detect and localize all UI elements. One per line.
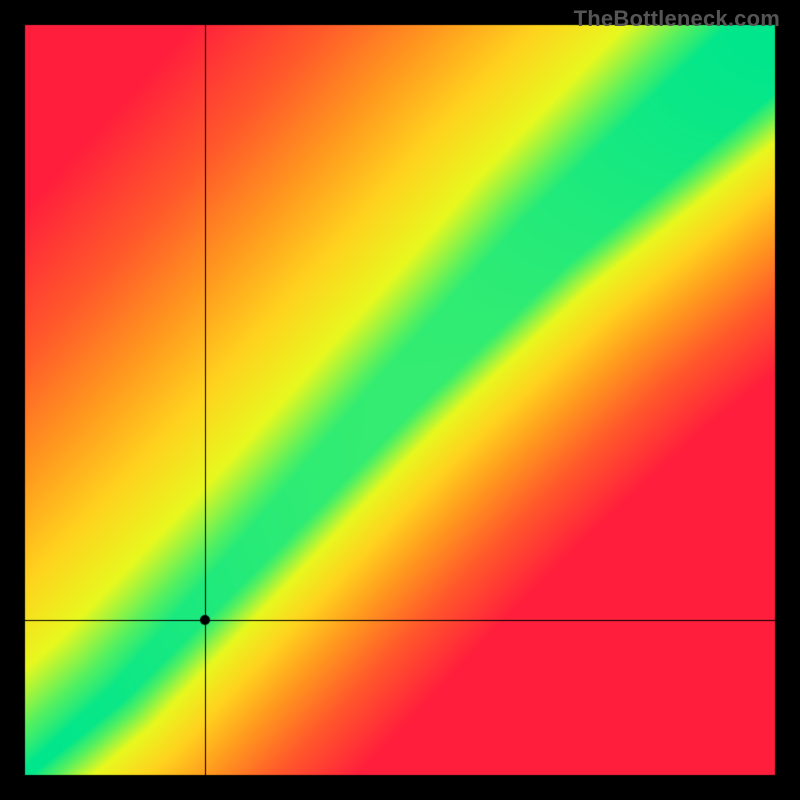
bottleneck-heatmap-canvas bbox=[0, 0, 800, 800]
chart-container: TheBottleneck.com bbox=[0, 0, 800, 800]
watermark-text: TheBottleneck.com bbox=[574, 6, 780, 32]
